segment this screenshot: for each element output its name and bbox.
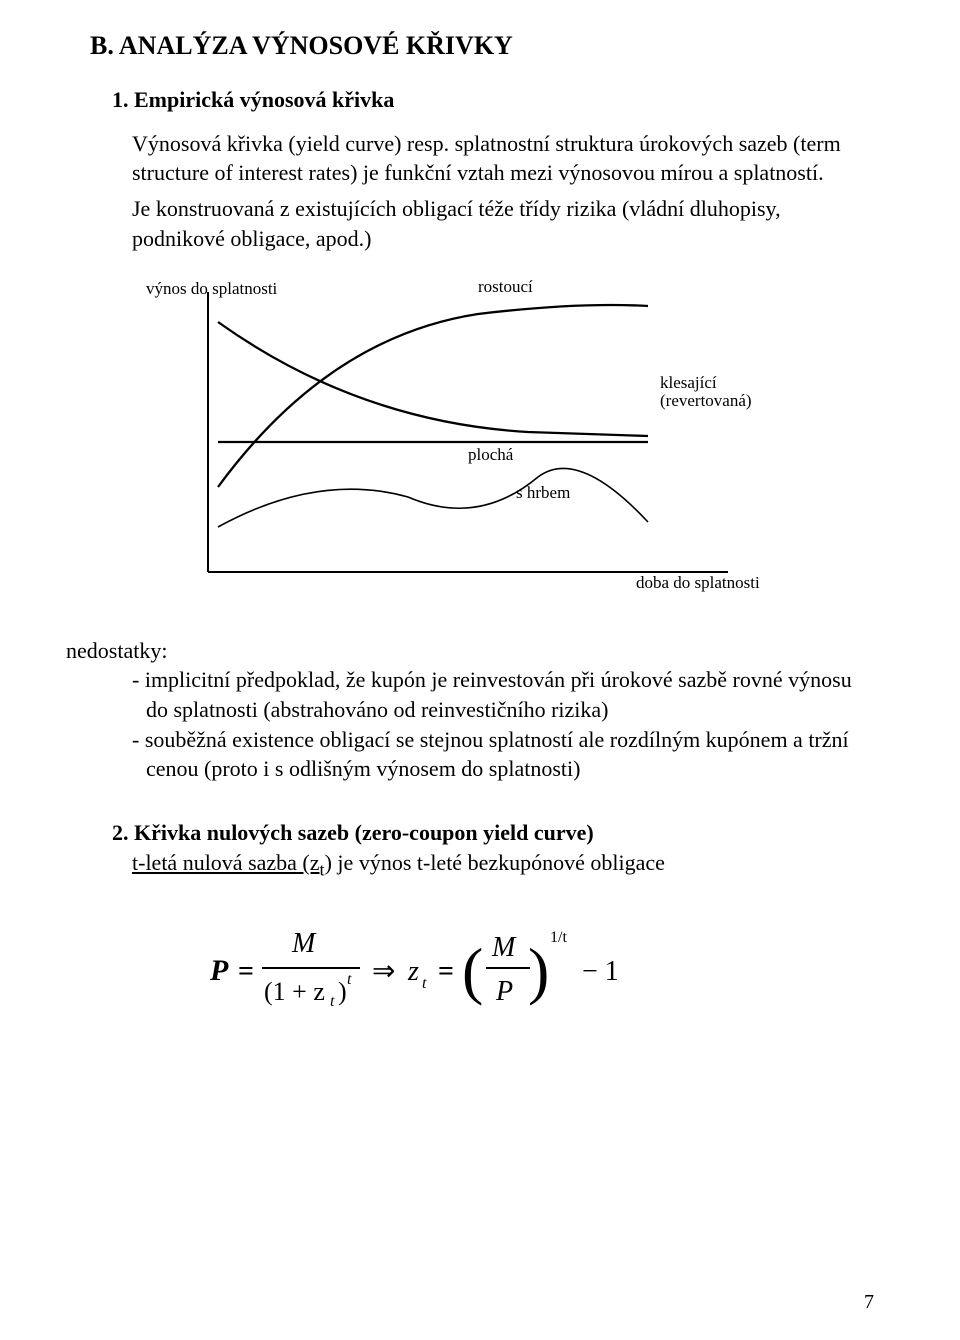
f-M2: M [491,932,517,963]
chart-svg [148,272,768,602]
page-number: 7 [864,1289,874,1316]
section2-line: t-letá nulová sazba (zt) je výnos t-leté… [132,848,870,882]
yield-curve-chart: výnos do splatnosti doba do splatnosti r… [148,272,768,602]
f-arrow: ⇒ [372,956,395,987]
label-falling-sub: (revertovaná) [660,390,752,413]
f-eq2: = [438,956,454,987]
label-flat: plochá [468,444,513,467]
y-axis-label: výnos do splatnosti [146,278,277,301]
f-M1: M [291,928,317,959]
f-rparen: ) [528,935,549,1006]
section-title: B. ANALÝZA VÝNOSOVÉ KŘIVKY [90,28,870,63]
f-den1-exp: t [347,971,352,988]
drawbacks-title: nedostatky: [66,636,870,666]
label-rising: rostoucí [478,276,533,299]
f-z: z [407,956,419,987]
f-eq1: = [238,956,254,987]
paragraph-2: Je konstruovaná z existujících obligací … [132,194,870,253]
f-z-sub: t [422,975,427,992]
x-axis-label: doba do splatnosti [636,572,760,595]
f-minus1: − 1 [582,956,619,987]
drawback-2: - souběžná existence obligací se stejnou… [132,725,870,784]
f-lparen: ( [462,935,483,1006]
curve-falling [218,322,648,436]
f-P: P [210,954,229,987]
f-den1-close: ) [338,977,347,1006]
curve-rising [218,305,648,487]
subsection-2-heading: 2. Křivka nulových sazeb (zero-coupon yi… [112,818,870,848]
paragraph-1: Výnosová křivka (yield curve) resp. spla… [132,129,870,188]
formula: P = M (1 + z t ) t ⇒ z t = ( M P ) 1/t −… [210,910,630,1040]
section2-underline: t-letá nulová sazba (z [132,850,320,875]
curve-hump [218,468,648,527]
subsection-1-heading: 1. Empirická výnosová křivka [112,85,870,115]
label-hump: s hrbem [516,482,570,505]
f-den1: (1 + z [264,977,325,1006]
drawback-1: - implicitní předpoklad, že kupón je rei… [132,665,870,724]
f-exp: 1/t [550,929,567,946]
f-den1-t: t [330,993,335,1010]
f-P2: P [495,976,513,1007]
section2-rest: ) je výnos t-leté bezkupónové obligace [325,850,665,875]
